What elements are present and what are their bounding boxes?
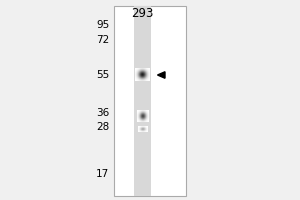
Text: 28: 28 [96,122,110,132]
Text: 72: 72 [96,35,110,45]
Text: 36: 36 [96,108,110,118]
Text: 95: 95 [96,20,110,30]
Text: 17: 17 [96,169,110,179]
Bar [114,6,186,196]
Text: 55: 55 [96,70,110,80]
Text: 293: 293 [131,7,154,20]
Polygon shape [158,72,165,78]
Bar [134,6,151,196]
